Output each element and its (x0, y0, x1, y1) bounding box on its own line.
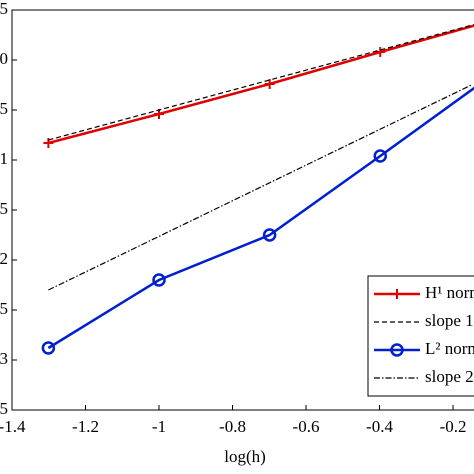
x-tick-label: -1 (152, 417, 166, 436)
x-tick-label: -0.8 (219, 417, 246, 436)
legend-label: H¹ norm (425, 283, 474, 302)
y-tick-label: -2.5 (0, 299, 8, 318)
y-tick-label: 0 (0, 49, 8, 68)
marker-plus (375, 47, 386, 57)
y-tick-label: -1.5 (0, 199, 8, 218)
legend-box (367, 275, 474, 397)
y-tick-label: -0.5 (0, 99, 8, 118)
y-tick-label: 0.5 (0, 0, 8, 18)
y-tick-label: -3.5 (0, 399, 8, 418)
x-tick-label: -0.4 (366, 417, 393, 436)
y-tick-label: -1 (0, 149, 8, 168)
x-tick-label: -0.6 (293, 417, 320, 436)
legend-marker (390, 343, 404, 357)
marker-circle (152, 273, 166, 287)
y-tick-label: -3 (0, 349, 8, 368)
x-axis-label: log(h) (224, 447, 266, 466)
marker-circle (262, 228, 277, 242)
series-line (48, 84, 472, 291)
legend-marker (392, 289, 402, 299)
x-tick-label: -1.4 (0, 417, 26, 436)
legend-label: L² norm (425, 339, 474, 358)
marker-plus (264, 79, 275, 89)
legend-label: slope 1 (425, 311, 474, 330)
series-line (47, 86, 474, 350)
marker-circle (41, 341, 56, 355)
plot-area (41, 23, 474, 355)
marker-circle (373, 149, 388, 163)
marker-plus (154, 109, 165, 119)
legend-label: slope 2 (425, 367, 474, 386)
x-tick-label: -0.2 (440, 417, 467, 436)
series-line (48, 23, 474, 141)
y-tick-label: -2 (0, 249, 8, 268)
x-tick-label: -1.2 (72, 417, 99, 436)
